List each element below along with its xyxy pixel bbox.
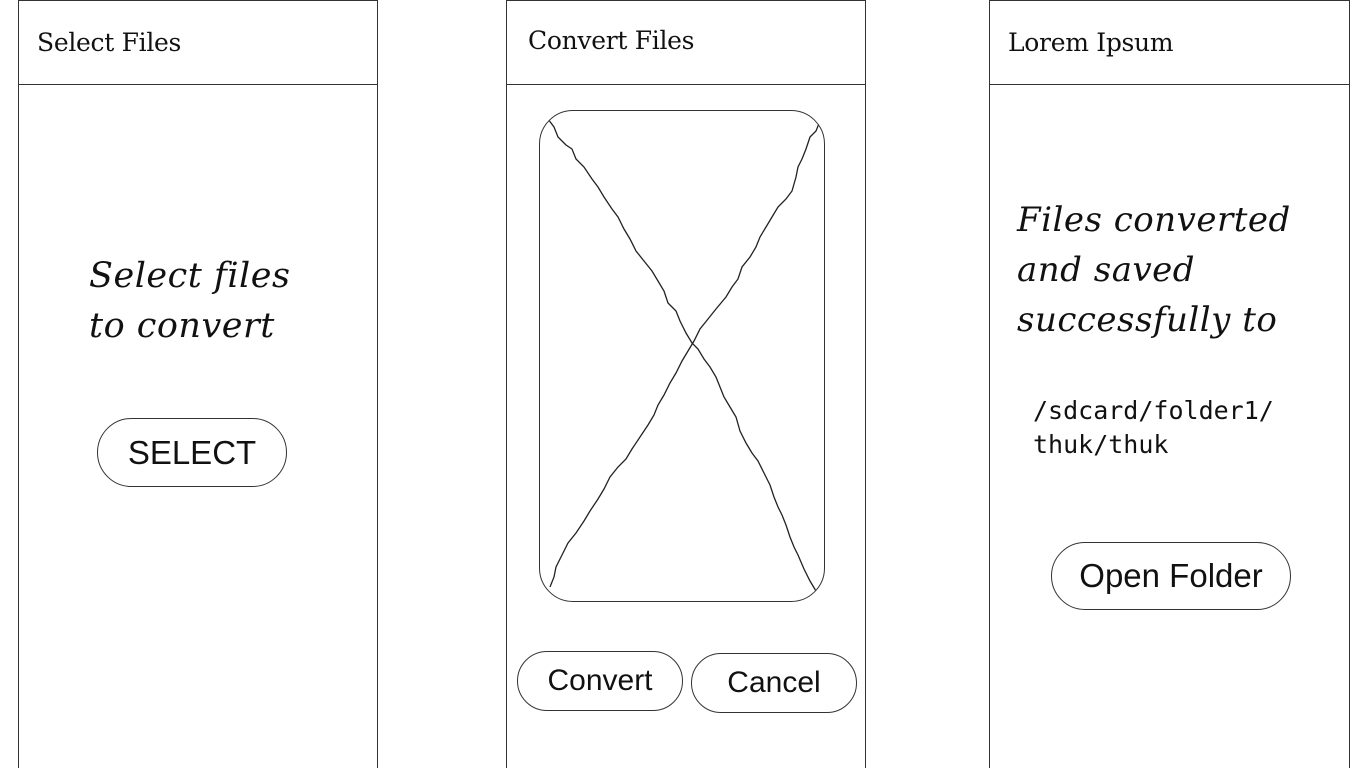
success-message: Files converted and saved successfully t… — [1017, 195, 1291, 345]
success-line: Files converted — [1017, 200, 1291, 240]
screen-title: Convert Files — [528, 26, 695, 55]
screen-header: Select Files — [19, 1, 377, 85]
result-screen: Lorem Ipsum Files converted and saved su… — [989, 0, 1350, 768]
screen-title: Select Files — [37, 28, 182, 57]
convert-button[interactable]: Convert — [517, 651, 683, 711]
placeholder-cross — [547, 118, 821, 592]
folder-path-line: thuk/thuk — [1033, 430, 1169, 459]
open-folder-button[interactable]: Open Folder — [1051, 542, 1291, 610]
cancel-button[interactable]: Cancel — [691, 653, 857, 713]
convert-files-screen: Convert Files Convert Cancel — [506, 0, 866, 768]
instruction-line: Select files — [89, 256, 291, 296]
instruction-text: Select files to convert — [89, 251, 290, 351]
folder-path: /sdcard/folder1/ thuk/thuk — [1033, 394, 1274, 462]
success-line: successfully to — [1017, 300, 1278, 340]
screen-title: Lorem Ipsum — [1008, 28, 1174, 57]
success-line: and saved — [1017, 250, 1196, 290]
select-files-screen: Select Files Select files to convert SEL… — [18, 0, 378, 768]
instruction-line: to convert — [89, 306, 275, 346]
select-button[interactable]: SELECT — [97, 418, 287, 487]
image-placeholder-icon — [539, 110, 825, 602]
screen-header: Lorem Ipsum — [990, 1, 1349, 85]
screen-header: Convert Files — [507, 1, 865, 85]
folder-path-line: /sdcard/folder1/ — [1033, 396, 1274, 425]
